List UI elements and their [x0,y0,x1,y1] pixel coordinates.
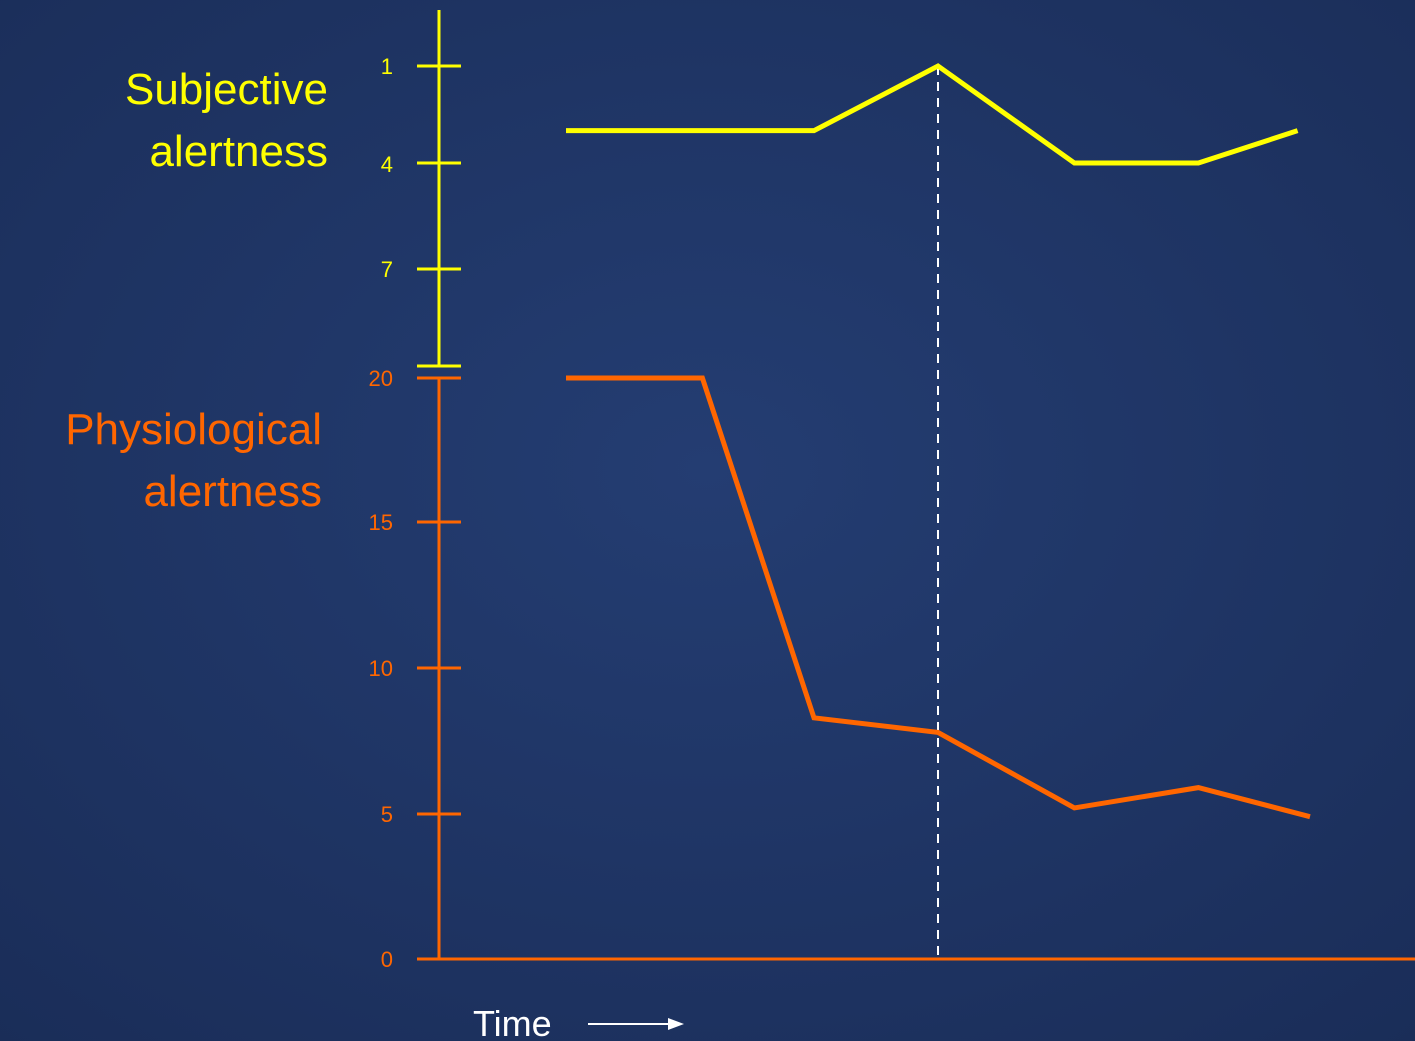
physiological-tick-label-5: 5 [381,802,393,827]
subjective-axis-title-line1: Subjective [125,65,328,114]
physiological-axis-title-line1: Physiological [65,405,322,454]
subjective-ticks: 1 4 7 [381,54,461,282]
physiological-tick-label-10: 10 [369,656,393,681]
subjective-alertness-line [566,63,1299,166]
physiological-tick-label-0: 0 [381,947,393,972]
subjective-tick-label-1: 1 [381,54,393,79]
physiological-ticks: 20 15 10 5 0 [369,366,461,972]
physiological-tick-label-20: 20 [369,366,393,391]
x-axis-label: Time [473,1003,552,1041]
physiological-tick-label-15: 15 [369,510,393,535]
physiological-alertness-line [566,375,1311,820]
subjective-axis-title-line2: alertness [149,127,328,176]
subjective-tick-label-7: 7 [381,257,393,282]
subjective-tick-label-4: 4 [381,152,393,177]
physiological-axis-title-line2: alertness [143,467,322,516]
time-arrow-head [668,1018,684,1030]
